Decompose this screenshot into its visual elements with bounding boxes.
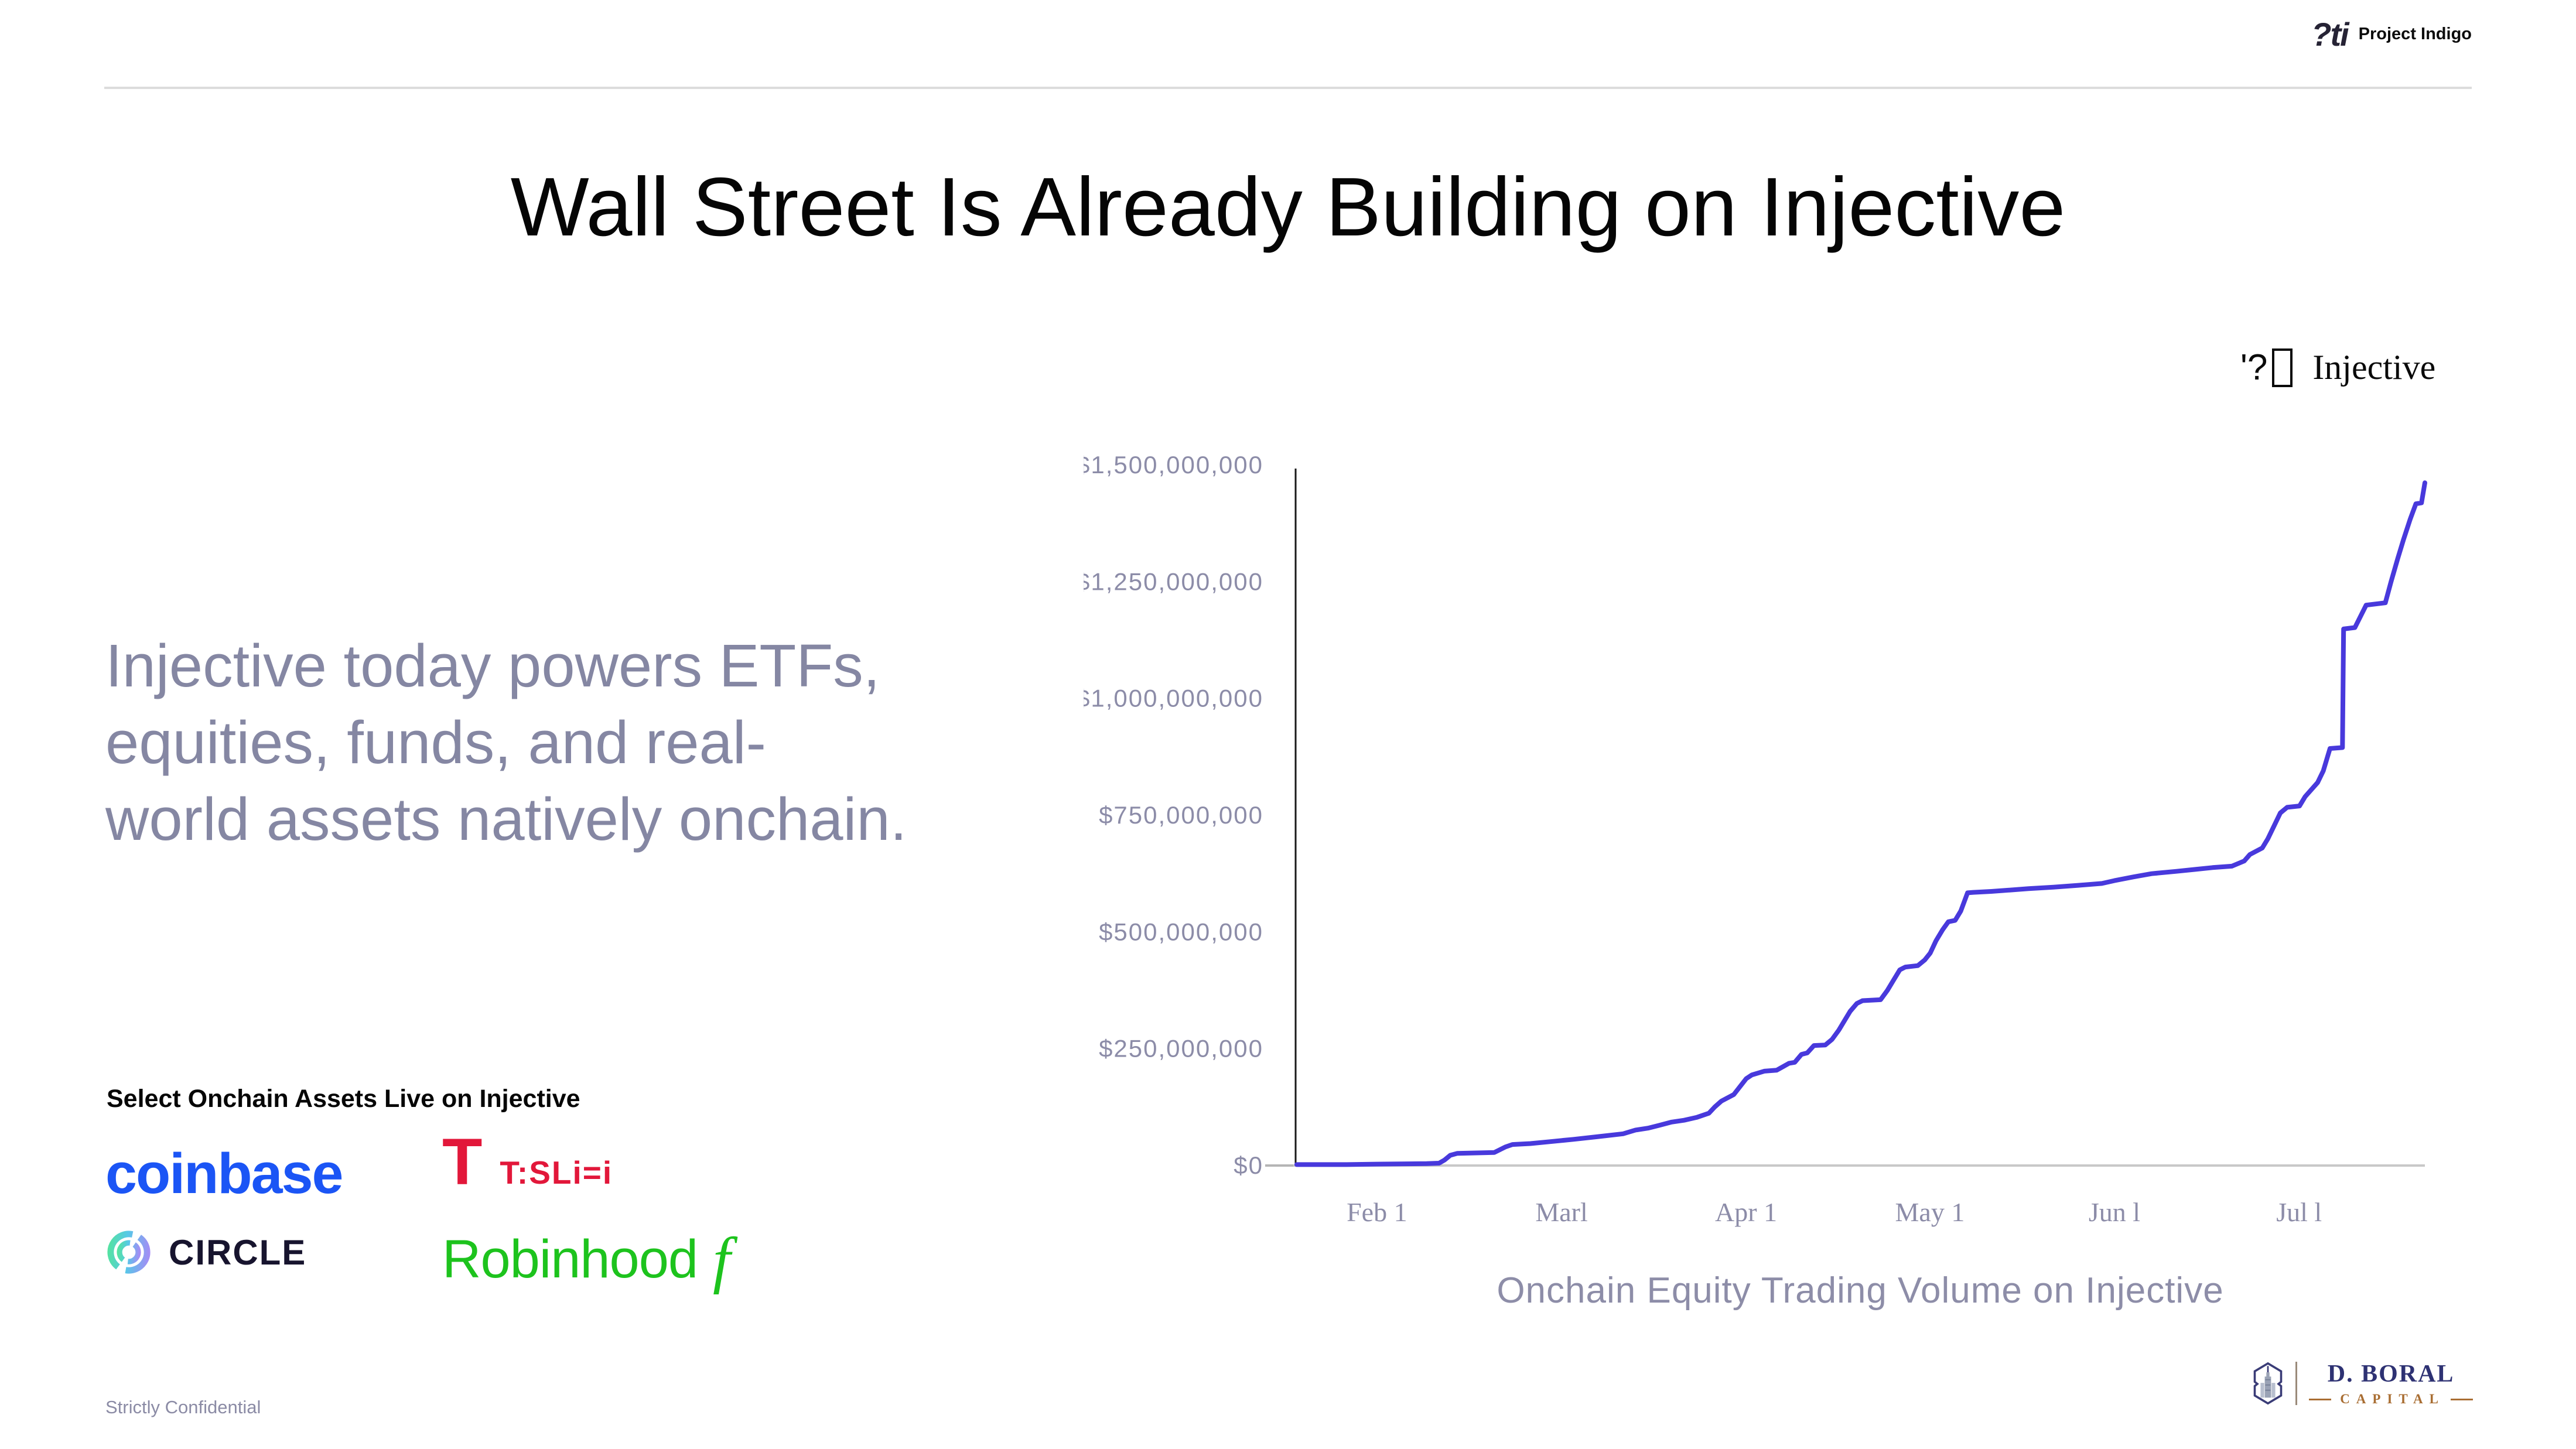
svg-text:$500,000,000: $500,000,000 (1099, 918, 1263, 945)
svg-text:Onchain Equity Trading Volume: Onchain Equity Trading Volume on Injecti… (1497, 1270, 2223, 1311)
svg-text:May 1: May 1 (1895, 1197, 1965, 1227)
circle-wordmark: CIRCLE (169, 1232, 307, 1272)
injective-mark-icon: '? (2240, 347, 2268, 388)
intro-line-3: world assets natively onchain. (105, 785, 907, 853)
project-indigo-brand: Project Indigo (2358, 25, 2472, 43)
injective-logo: '? Injective (2240, 347, 2435, 388)
dboral-dash-left (2309, 1398, 2332, 1400)
dboral-divider (2295, 1362, 2298, 1405)
volume-chart: $0 $250,000,000 $500,000,000 $750,000,000 $1… (1084, 451, 2427, 1311)
svg-text:$750,000,000: $750,000,000 (1099, 801, 1263, 829)
header-divider (104, 87, 2472, 89)
dboral-capital-logo: D. BORAL CAPITAL (2252, 1360, 2473, 1407)
circle-logo: CIRCLE (104, 1228, 306, 1277)
dboral-wordmark: D. BORAL (2327, 1361, 2455, 1388)
slide-title: Wall Street Is Already Building on Injec… (510, 160, 2066, 254)
dboral-hexagon-building-icon (2252, 1362, 2284, 1405)
injective-wordmark: Injective (2312, 348, 2436, 387)
project-indigo-logo: ?ti Project Indigo (2311, 15, 2472, 53)
injective-tofu-glyph-icon (2272, 348, 2293, 387)
robinhood-feather-icon: f (713, 1225, 731, 1295)
svg-text:Apr 1: Apr 1 (1715, 1197, 1777, 1227)
svg-text:Jul l: Jul l (2276, 1197, 2322, 1227)
tokenized-stock-logo: T T:SLi=i (442, 1129, 613, 1195)
coinbase-logo: coinbase (105, 1142, 343, 1205)
svg-text:$1,500,000,000: $1,500,000,000 (1084, 451, 1263, 479)
dboral-capital-row: CAPITAL (2309, 1392, 2473, 1407)
svg-text:Marl: Marl (1535, 1197, 1587, 1227)
circle-rings-icon (104, 1228, 153, 1277)
svg-text:Jun l: Jun l (2089, 1197, 2140, 1227)
assets-heading: Select Onchain Assets Live on Injective (107, 1085, 580, 1113)
robinhood-logo: Robinhood f (442, 1229, 730, 1292)
project-indigo-mark-icon: ?ti (2311, 16, 2349, 53)
svg-text:$0: $0 (1234, 1151, 1263, 1179)
intro-line-2: equities, funds, and real- (105, 708, 766, 776)
svg-text:$1,000,000,000: $1,000,000,000 (1084, 685, 1263, 712)
confidential-note: Strictly Confidential (105, 1397, 261, 1417)
ticker-symbol: T:SLi=i (500, 1154, 613, 1191)
svg-text:Feb 1: Feb 1 (1347, 1197, 1407, 1227)
dboral-dash-right (2451, 1398, 2473, 1400)
svg-text:$1,250,000,000: $1,250,000,000 (1084, 568, 1263, 595)
intro-paragraph: Injective today powers ETFs, equities, f… (105, 628, 907, 857)
robinhood-wordmark: Robinhood (442, 1229, 698, 1289)
ticker-t-icon: T (442, 1125, 483, 1198)
svg-text:$250,000,000: $250,000,000 (1099, 1035, 1263, 1062)
dboral-capital-text: CAPITAL (2340, 1392, 2445, 1406)
intro-line-1: Injective today powers ETFs, (105, 632, 880, 699)
